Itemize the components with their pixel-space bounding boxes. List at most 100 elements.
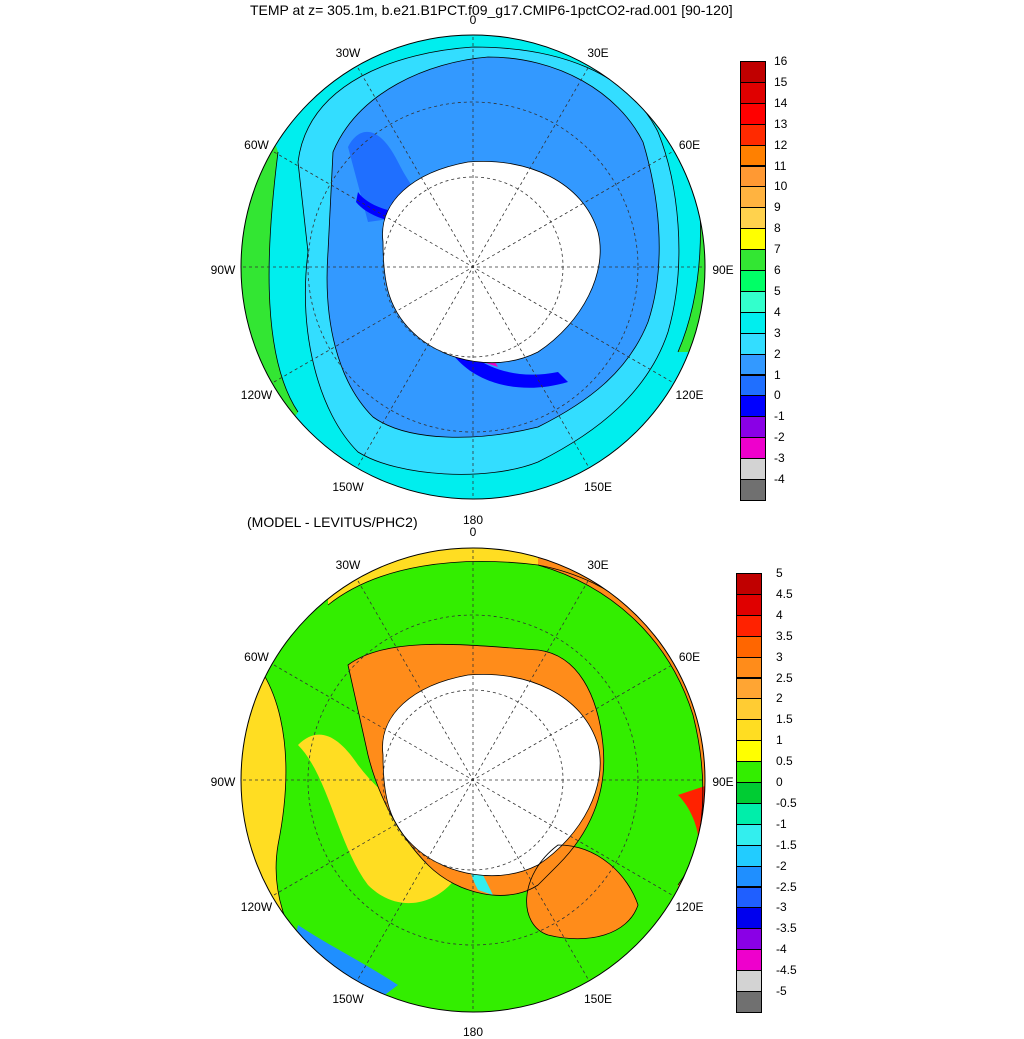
colorbar-tick-label: -3 [774,451,785,466]
colorbar-swatch [736,740,762,763]
colorbar-tick-label: 3 [774,325,781,340]
colorbar-swatch [740,270,766,292]
longitude-label: 150E [583,479,613,494]
colorbar-swatch [736,991,762,1013]
colorbar-tick-label: 11 [774,158,787,173]
colorbar-swatch [740,186,766,209]
colorbar-swatch [740,311,766,334]
colorbar-tick-label: 12 [774,137,788,152]
longitude-label: 60E [678,650,701,664]
colorbar-swatch [736,698,762,721]
longitude-label: 60E [678,138,701,152]
colorbar-swatch [736,928,762,951]
temperature-colorbar: 16 15 14 13 12 11 10 9 8 7 6 5 4 3 2 1 0 -1 -2 -3 -4 [740,54,800,501]
colorbar-swatch [736,656,762,679]
colorbar-swatch [736,886,762,909]
colorbar-tick-label: -0.5 [776,795,797,810]
colorbar-swatch [740,437,766,460]
longitude-label: 30E [587,558,609,573]
longitude-label: 60W [244,650,269,664]
colorbar-tick-label: -5 [776,984,787,998]
colorbar-swatch [736,949,762,972]
colorbar-swatch [736,823,762,846]
colorbar-swatch [736,761,762,783]
longitude-label: 90W [210,775,236,789]
colorbar-swatch [740,353,766,376]
colorbar-swatch [740,249,766,271]
colorbar-swatch [740,123,766,146]
colorbar-swatch [736,970,762,992]
colorbar-swatch [736,635,762,658]
colorbar-tick-label: 16 [774,54,788,68]
colorbar-tick-label: -1.5 [776,837,797,852]
colorbar-tick-label: 2.5 [776,670,793,685]
longitude-label: 60W [244,138,269,152]
colorbar-tick-label: -1 [776,816,787,831]
panel2-title: (MODEL - LEVITUS/PHC2) [247,514,418,530]
longitude-label: 30W [335,46,361,61]
colorbar-tick-label: -4.5 [776,963,797,978]
colorbar-swatch [736,802,762,825]
colorbar-tick-label: 0.5 [776,754,793,769]
colorbar-tick-label: -2.5 [776,879,797,894]
colorbar-tick-label: 5 [776,566,783,580]
colorbar-tick-label: 1 [774,367,781,382]
colorbar-swatch [736,907,762,930]
colorbar-swatch [736,844,762,867]
colorbar-tick-label: 13 [774,116,788,131]
colorbar-swatch [740,416,766,439]
longitude-label: 90E [712,775,734,789]
colorbar-tick-label: 0 [776,775,783,789]
colorbar-tick-label: 8 [774,221,781,236]
panel1-title: TEMP at z= 305.1m, b.e21.B1PCT.f09_g17.C… [250,2,733,18]
colorbar-tick-label: -4 [774,472,785,486]
longitude-label: 150W [332,479,364,494]
colorbar-swatch [740,395,766,418]
colorbar-tick-label: 3.5 [776,628,793,643]
colorbar-tick-label: -4 [776,942,787,957]
colorbar-swatch [736,782,762,804]
colorbar-tick-label: 4 [776,607,783,622]
longitude-label: 30E [587,46,609,61]
anomaly-colorbar: 5 4.5 4 3.5 3 2.5 2 1.5 1 0.5 0 -0.5 -1 -1.5 -2 -2.5 -3 -… [736,566,797,1013]
colorbar-tick-label: 9 [774,200,781,215]
temperature-polar-map [240,34,706,500]
colorbar-tick-label: 6 [774,263,781,277]
colorbar-swatch [740,290,766,313]
colorbar-tick-label: 15 [774,74,788,89]
longitude-label: 180 [462,1025,484,1039]
colorbar-tick-label: 7 [774,242,781,257]
colorbar-swatch [740,207,766,230]
colorbar-tick-label: 4 [774,304,781,319]
colorbar-swatch [736,573,762,595]
colorbar-tick-label: 14 [774,95,788,110]
longitude-label: 120W [240,388,273,402]
longitude-label: 90E [712,263,734,277]
temperature-anomaly-polar-map [240,547,706,1013]
colorbar-tick-label: 4.5 [776,586,793,601]
colorbar-tick-label: -3 [776,900,787,915]
colorbar-swatch [740,144,766,167]
colorbar-swatch [736,719,762,742]
colorbar-swatch [740,479,766,501]
colorbar-swatch [740,61,766,83]
colorbar-swatch [736,593,762,616]
longitude-label: 150W [332,991,364,1006]
colorbar-tick-label: 3 [776,649,783,664]
colorbar-swatch [736,677,762,700]
colorbar-swatch [740,458,766,480]
colorbar-swatch [740,165,766,188]
longitude-label: 30W [335,558,361,573]
colorbar-swatch [736,865,762,888]
colorbar-tick-label: 0 [774,388,781,403]
longitude-label: 120E [675,388,704,402]
colorbar-tick-label: 2 [774,346,781,361]
colorbar-tick-label: 1.5 [776,712,793,727]
colorbar-tick-label: 5 [774,283,781,298]
longitude-label: 120E [675,900,704,914]
colorbar-tick-label: 10 [774,179,788,194]
colorbar-swatch [740,102,766,125]
colorbar-tick-label: -2 [776,858,787,873]
colorbar-swatch [740,374,766,397]
colorbar-tick-label: -3.5 [776,921,797,936]
